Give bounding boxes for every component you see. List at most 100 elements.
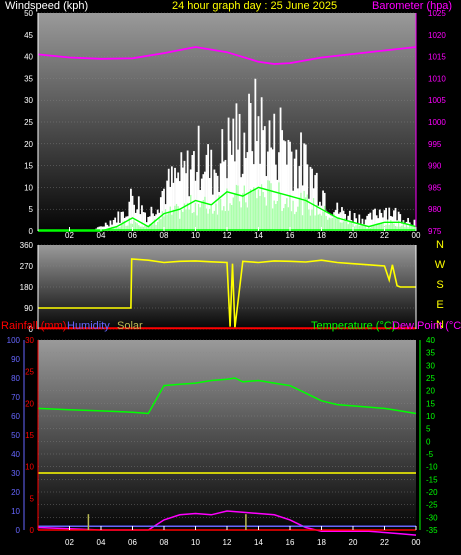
temperature-y-tick-label: -30	[426, 513, 438, 522]
humidity-y-tick-label: 60	[11, 412, 20, 421]
compass-label: W	[435, 259, 446, 271]
wind-direction-line	[38, 258, 416, 328]
x-tick-label: 12	[223, 538, 232, 547]
compass-label: N	[436, 239, 444, 251]
wind-y-tick-label: 25	[24, 118, 33, 127]
temperature-y-tick-label: 0	[426, 437, 431, 446]
temperature-y-tick-label: 35	[426, 349, 435, 358]
legend-solar: Solar	[117, 320, 143, 332]
x-tick-label: 08	[160, 538, 169, 547]
x-tick-label: 22	[380, 231, 389, 240]
rainfall-y-tick-label: 5	[30, 494, 35, 503]
x-tick-label: 16	[286, 231, 295, 240]
compass-label: N	[436, 319, 444, 331]
humidity-y-tick-label: 40	[11, 450, 20, 459]
temperature-y-tick-label: 25	[426, 374, 435, 383]
temperature-y-tick-label: -5	[426, 450, 434, 459]
barometer-y-tick-label: 1005	[428, 96, 446, 105]
barometer-y-tick-label: 1020	[428, 31, 446, 40]
temperature-y-tick-label: 20	[426, 387, 435, 396]
x-tick-label: 06	[128, 231, 137, 240]
barometer-y-tick-label: 1010	[428, 74, 446, 83]
x-tick-label: 10	[191, 231, 200, 240]
rainfall-y-tick-label: 30	[25, 336, 34, 345]
windspeed-axis-title: Windspeed (kph)	[5, 0, 89, 12]
direction-y-tick-label: 270	[20, 262, 34, 271]
x-tick-label: 20	[349, 231, 358, 240]
barometer-y-tick-label: 1025	[428, 9, 446, 18]
wind-y-tick-label: 45	[24, 31, 33, 40]
compass-label: E	[436, 299, 443, 311]
wind-y-tick-label: 0	[29, 227, 34, 236]
humidity-y-tick-label: 20	[11, 488, 20, 497]
rainfall-y-tick-label: 20	[25, 399, 34, 408]
x-tick-label: 16	[286, 538, 295, 547]
legend-humidity: Humidity	[67, 320, 110, 332]
barometer-y-tick-label: 1000	[428, 118, 446, 127]
wind-average-line	[38, 186, 417, 232]
temperature-y-tick-label: 5	[426, 425, 431, 434]
wind-y-tick-label: 30	[24, 96, 33, 105]
wind-y-tick-label: 50	[24, 9, 33, 18]
x-tick-label: 00	[412, 538, 421, 547]
legend-temperature: Temperature (°C)	[311, 320, 396, 332]
wind-y-tick-label: 20	[24, 140, 33, 149]
temperature-line	[37, 377, 417, 415]
rainfall-y-tick-label: 0	[30, 526, 35, 535]
x-tick-label: 20	[349, 538, 358, 547]
x-tick-label: 08	[160, 231, 169, 240]
temperature-y-tick-label: 40	[426, 336, 435, 345]
legend-rainfall: Rainfall (mm)	[1, 320, 67, 332]
barometer-y-tick-label: 990	[428, 162, 442, 171]
x-tick-label: 14	[254, 231, 263, 240]
humidity-y-tick-label: 10	[11, 507, 20, 516]
x-tick-label: 18	[317, 231, 326, 240]
x-tick-label: 02	[65, 538, 74, 547]
wind-y-tick-label: 10	[24, 183, 33, 192]
humidity-y-tick-label: 0	[16, 526, 21, 535]
x-tick-label: 00	[412, 231, 421, 240]
x-tick-label: 18	[317, 538, 326, 547]
compass-label: S	[436, 279, 443, 291]
x-tick-label: 04	[97, 538, 106, 547]
wind-y-tick-label: 40	[24, 53, 33, 62]
x-tick-label: 12	[223, 231, 232, 240]
rainfall-y-tick-label: 15	[25, 431, 34, 440]
temperature-y-tick-label: 15	[426, 399, 435, 408]
x-tick-label: 22	[380, 538, 389, 547]
direction-y-tick-label: 90	[24, 304, 33, 313]
graph-title: 24 hour graph day : 25 June 2025	[172, 0, 338, 12]
humidity-y-tick-label: 80	[11, 374, 20, 383]
x-tick-label: 04	[97, 231, 106, 240]
humidity-y-tick-label: 90	[11, 355, 20, 364]
temperature-y-tick-label: -20	[426, 488, 438, 497]
temperature-y-tick-label: 10	[426, 412, 435, 421]
temperature-y-tick-label: -35	[426, 526, 438, 535]
temperature-y-tick-label: -25	[426, 501, 438, 510]
rainfall-y-tick-label: 10	[25, 463, 34, 472]
humidity-y-tick-label: 50	[11, 431, 20, 440]
wind-y-tick-label: 5	[29, 205, 34, 214]
temperature-y-tick-label: -15	[426, 475, 438, 484]
direction-y-tick-label: 0	[29, 325, 34, 334]
x-tick-label: 06	[128, 538, 137, 547]
barometer-y-tick-label: 1015	[428, 53, 446, 62]
barometer-y-tick-label: 995	[428, 140, 442, 149]
temperature-y-tick-label: -10	[426, 463, 438, 472]
humidity-y-tick-label: 30	[11, 469, 20, 478]
x-tick-label: 14	[254, 538, 263, 547]
humidity-y-tick-label: 100	[7, 336, 21, 345]
x-tick-label: 02	[65, 231, 74, 240]
x-tick-label: 10	[191, 538, 200, 547]
direction-y-tick-label: 180	[20, 283, 34, 292]
barometer-y-tick-label: 980	[428, 205, 442, 214]
barometer-y-tick-label: 975	[428, 227, 442, 236]
rainfall-y-tick-label: 25	[25, 368, 34, 377]
humidity-y-tick-label: 70	[11, 393, 20, 402]
barometer-axis-title: Barometer (hpa)	[372, 0, 453, 12]
barometer-y-tick-label: 985	[428, 183, 442, 192]
temperature-y-tick-label: 30	[426, 361, 435, 370]
direction-y-tick-label: 360	[20, 241, 34, 250]
wind-y-tick-label: 15	[24, 162, 33, 171]
